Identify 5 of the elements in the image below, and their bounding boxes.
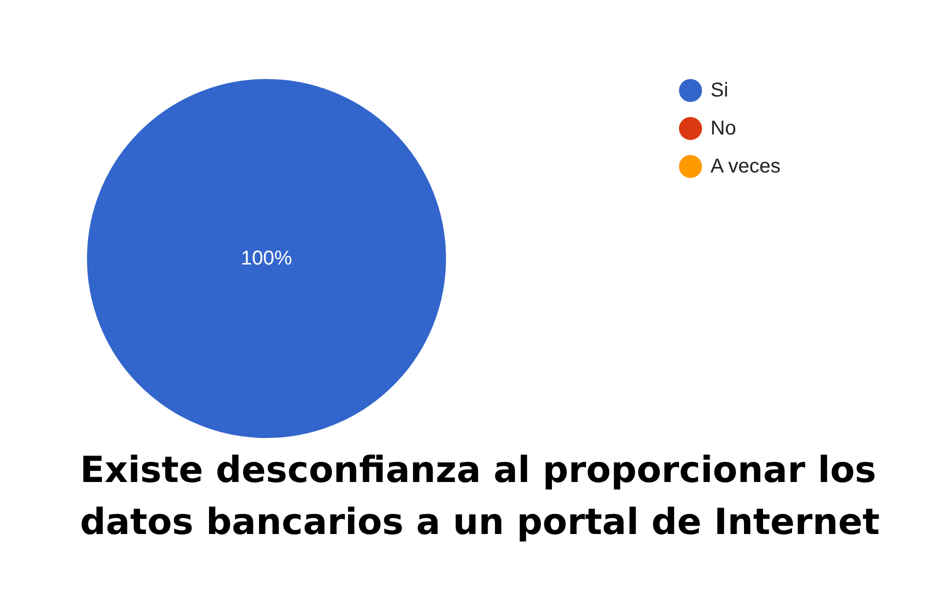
legend-label: A veces [710, 156, 781, 178]
legend-label: Si [710, 80, 728, 102]
text: Existe desconfianza al proporcionar los datos bancarios a un portal de Internet [80, 449, 881, 546]
legend-label: No [710, 118, 736, 140]
data-label: 100% [240, 248, 292, 270]
